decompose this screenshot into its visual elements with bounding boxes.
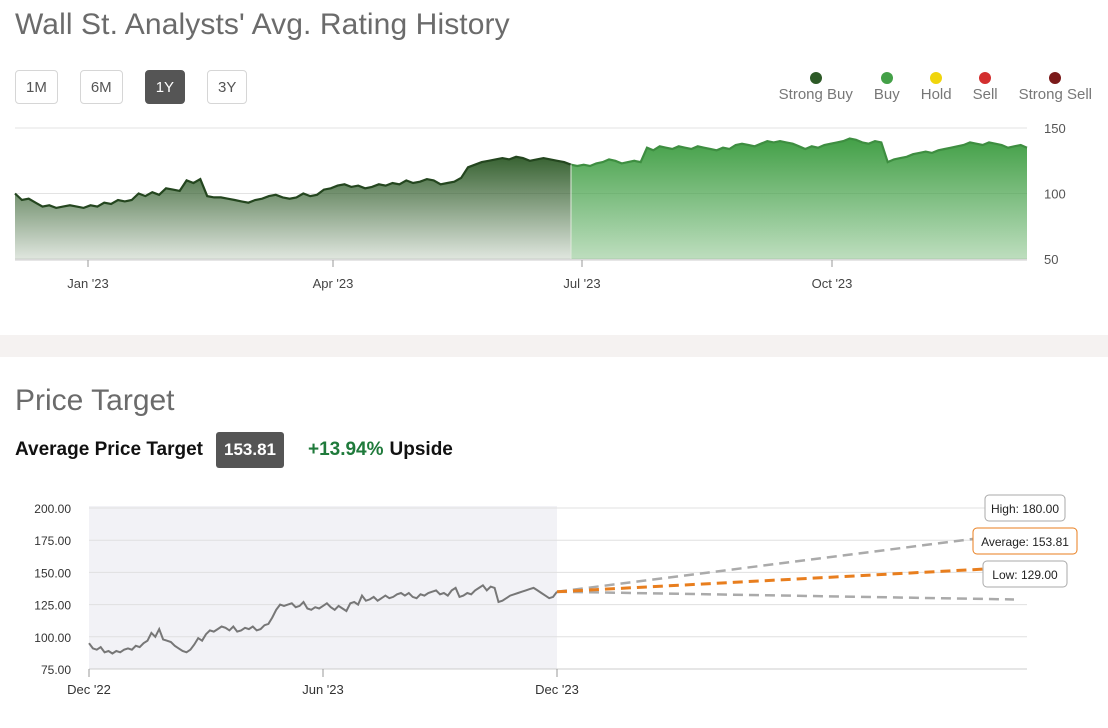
low-forecast-label: Low: 129.00: [982, 560, 1068, 588]
legend-dot-icon: [979, 72, 992, 84]
range-selector: 1M 6M 1Y 3Y: [15, 70, 269, 104]
pt-y-tick-label: 200.00: [34, 502, 71, 516]
legend-dot-icon: [930, 72, 943, 84]
rating-x-tick-label: Oct '23: [812, 276, 853, 291]
rating-x-tick-label: Apr '23: [313, 276, 354, 291]
forecast-label-text: Low: 129.00: [992, 568, 1058, 582]
pt-y-tick-label: 100.00: [34, 631, 71, 645]
legend-label: Strong Sell: [1018, 86, 1092, 103]
range-3y-button[interactable]: 3Y: [207, 70, 248, 104]
rating-y-tick-label: 100: [1044, 187, 1066, 202]
range-6m-button[interactable]: 6M: [79, 70, 123, 104]
pt-y-tick-label: 75.00: [41, 663, 71, 677]
history-shade: [89, 506, 557, 669]
price-target-title: Price Target: [15, 384, 175, 417]
legend-hold[interactable]: Hold: [921, 72, 952, 103]
forecast-label-box: [972, 527, 1078, 555]
pt-y-tick-label: 125.00: [34, 599, 71, 613]
buy-area: [571, 138, 1027, 259]
buy-line: [570, 137, 1028, 168]
legend-label: Hold: [920, 86, 952, 103]
strong-buy-line: [14, 155, 572, 210]
high-forecast-line: [556, 532, 1015, 593]
rating-history-chart: 50 100 150 Jan '23 Apr '23 Jul '23 Oct '23: [14, 121, 1066, 291]
high-forecast-label: High: 180.00: [984, 494, 1066, 522]
pt-x-tick-label: Dec '23: [535, 682, 579, 697]
forecast-label-box: [982, 560, 1068, 588]
legend-dot-icon: [809, 72, 822, 84]
legend-label: Strong Buy: [778, 86, 853, 103]
legend-dot-icon: [880, 72, 893, 84]
legend-buy[interactable]: Buy: [874, 72, 900, 103]
forecast-label-box: [984, 494, 1066, 522]
range-1y-button[interactable]: 1Y: [144, 70, 186, 104]
forecast-label-text: Average: 153.81: [981, 535, 1069, 549]
rating-x-tick-label: Jul '23: [563, 276, 600, 291]
rating-y-tick-label: 50: [1044, 252, 1058, 267]
low-forecast-line: [556, 590, 1015, 601]
legend-label: Buy: [873, 86, 900, 103]
price-history-line: [88, 583, 558, 655]
pt-x-tick-label: Dec '22: [67, 682, 111, 697]
legend-label: Sell: [972, 86, 998, 103]
upside-label: Upside: [389, 439, 453, 460]
average-price-target-badge: 153.81: [215, 432, 284, 468]
rating-y-tick-label: 150: [1044, 121, 1066, 136]
legend-dot-icon: [1049, 72, 1062, 84]
price-target-summary: Average Price Target 153.81 +13.94% Upsi…: [15, 432, 453, 468]
pt-x-tick-label: Jun '23: [302, 682, 344, 697]
legend-strong-sell[interactable]: Strong Sell: [1019, 72, 1092, 103]
section-divider: [0, 335, 1108, 357]
pt-y-tick-label: 175.00: [34, 534, 71, 548]
average-forecast-label: Average: 153.81: [972, 527, 1078, 555]
legend-strong-buy[interactable]: Strong Buy: [779, 72, 853, 103]
pt-y-tick-label: 150.00: [34, 566, 71, 580]
rating-history-title: Wall St. Analysts' Avg. Rating History: [15, 8, 510, 41]
strong-buy-area: [15, 156, 571, 259]
rating-x-tick-label: Jan '23: [67, 276, 109, 291]
range-1m-button[interactable]: 1M: [15, 70, 58, 104]
rating-legend: Strong Buy Buy Hold Sell Strong Sell: [779, 72, 1092, 103]
legend-sell[interactable]: Sell: [973, 72, 998, 103]
upside-percent: +13.94%: [307, 439, 384, 460]
average-forecast-line: [556, 565, 1015, 594]
price-target-chart: 75.00 100.00 125.00 150.00 175.00 200.00 Dec '…: [34, 494, 1078, 697]
forecast-label-text: High: 180.00: [991, 502, 1059, 516]
average-price-target-label: Average Price Target: [15, 439, 203, 460]
